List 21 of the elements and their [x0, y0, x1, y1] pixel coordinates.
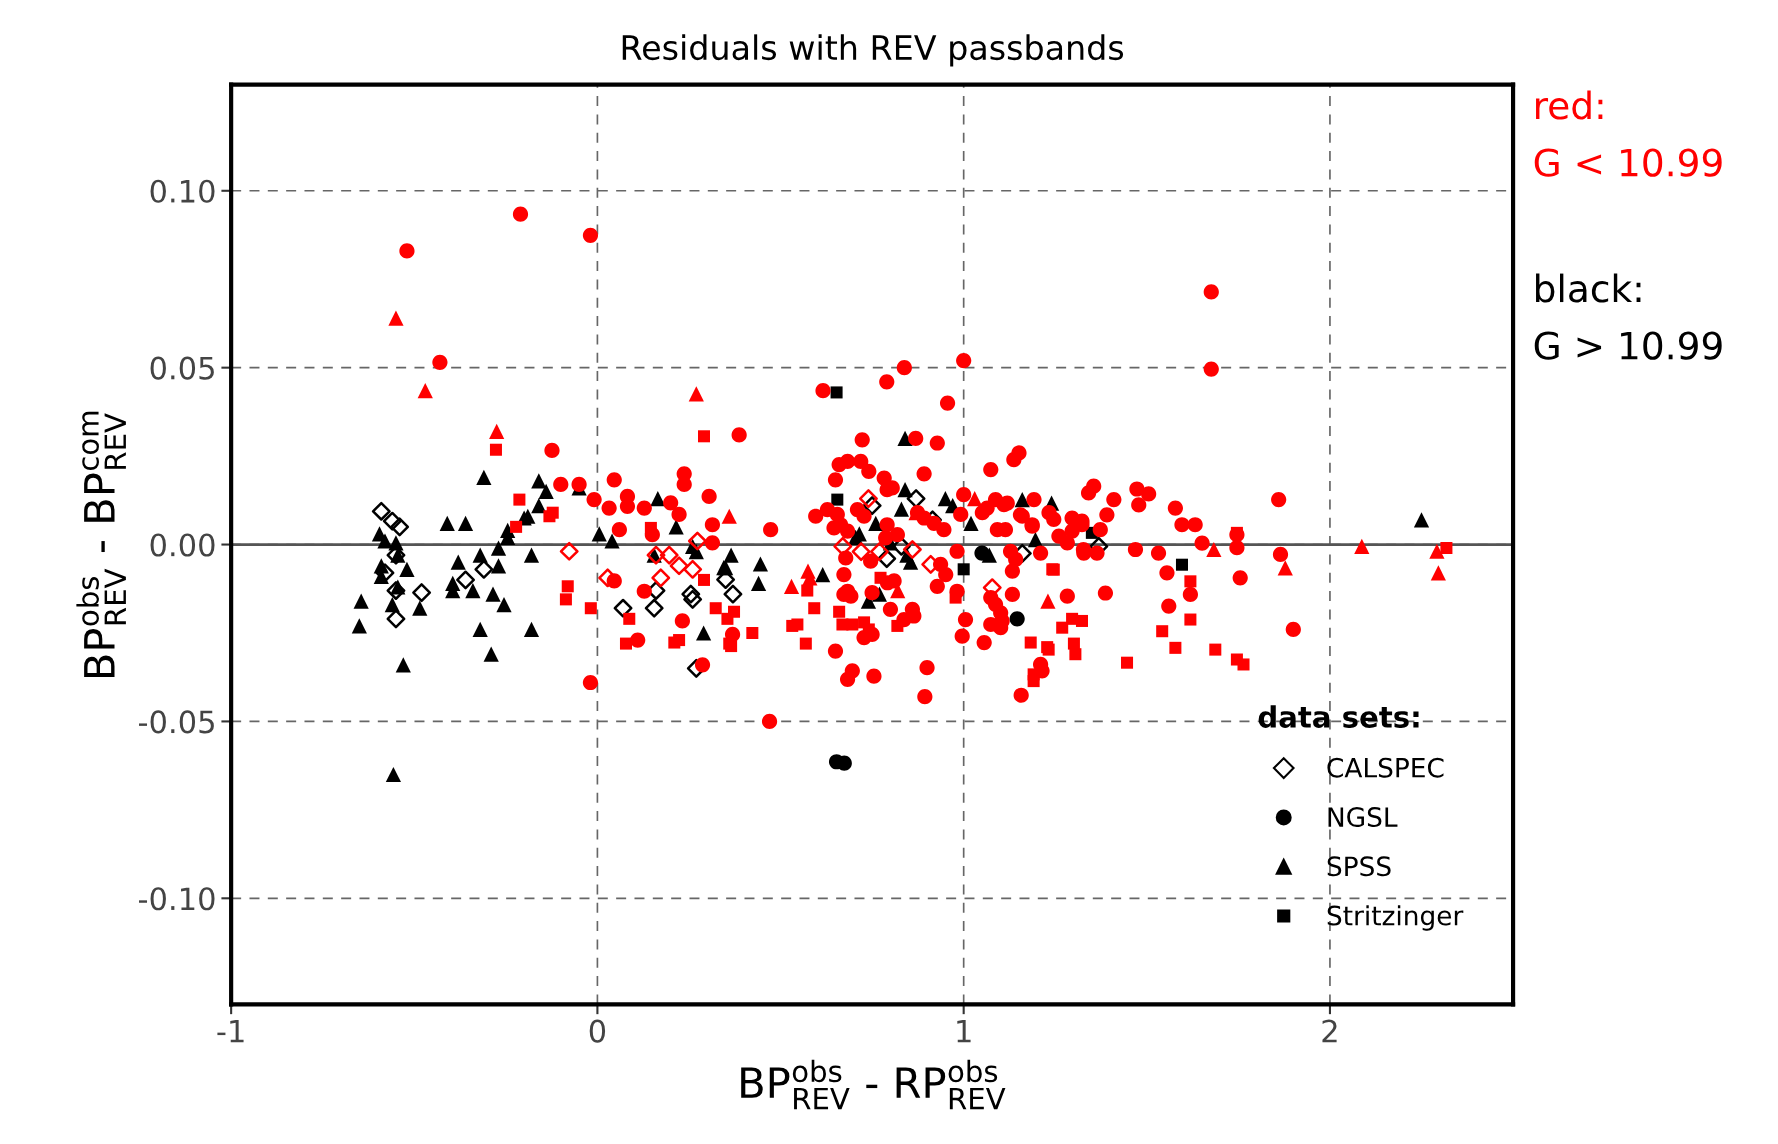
y-tick-label: -0.10: [138, 887, 215, 911]
legend-label: SPSS: [1327, 856, 1391, 877]
x-tick-label: 0: [589, 1019, 606, 1043]
x-axis-title: BP$^{obs}$$_{REV}$ - RP$^{obs}$$_{REV}$: [741, 1059, 1006, 1110]
chart-title: Residuals with REV passbands: [622, 34, 1124, 67]
y-tick-label: 0.05: [150, 356, 214, 380]
legend-label: Stritzinger: [1327, 905, 1464, 931]
legend-label: NGSL: [1328, 807, 1398, 827]
text: black:: [1536, 273, 1641, 303]
y-tick-label: 0.10: [150, 179, 215, 203]
x-tick-label: 1: [957, 1019, 971, 1043]
text: G < 10.99: [1534, 148, 1722, 177]
y-axis-title: BP$^{obs}$$_{REV}$ - BP$^{com}$$_{REV}$: [76, 411, 126, 678]
legend-label: CALSPEC: [1327, 757, 1444, 778]
x-tick-label: 2: [1322, 1019, 1337, 1043]
text: red:: [1536, 90, 1603, 120]
y-tick-label: 0.00: [150, 533, 215, 557]
y-tick-label: -0.05: [138, 710, 214, 734]
x-tick-label: -1: [217, 1019, 244, 1043]
legend-title: data sets:: [1258, 705, 1419, 728]
text: G > 10.99: [1534, 331, 1722, 360]
